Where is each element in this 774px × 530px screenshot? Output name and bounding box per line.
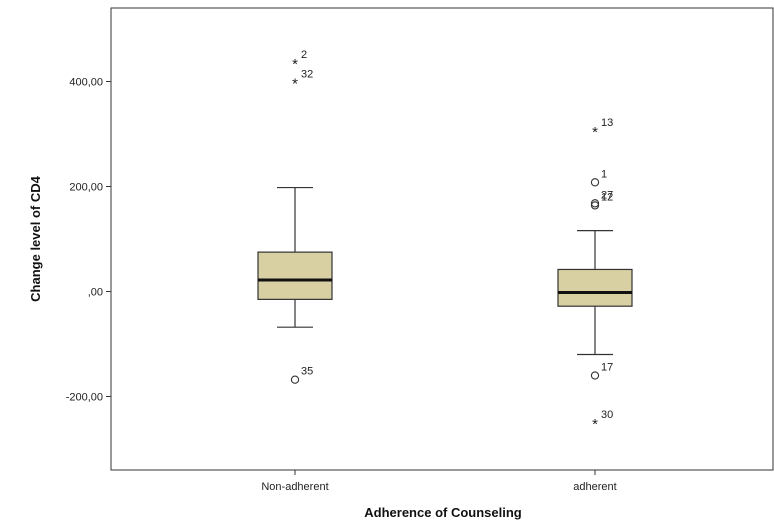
y-tick-label: 400,00 bbox=[69, 77, 103, 89]
y-tick-label: ,00 bbox=[88, 287, 103, 299]
iqr-box bbox=[257, 251, 333, 300]
outlier-marker bbox=[290, 375, 300, 384]
outlier-marker bbox=[590, 178, 600, 187]
y-tick-label: 200,00 bbox=[69, 182, 103, 194]
outlier-marker bbox=[590, 199, 600, 208]
x-axis-title: Adherence of Counseling bbox=[364, 505, 522, 520]
extreme-outlier-marker: * bbox=[292, 56, 298, 73]
outlier-label: 35 bbox=[301, 366, 313, 378]
plot-frame bbox=[110, 7, 774, 471]
outlier-label: 27 bbox=[601, 189, 613, 201]
y-tick-label: -200,00 bbox=[66, 392, 103, 404]
outlier-label: 12 bbox=[601, 191, 613, 203]
x-tick-label: Non-adherent bbox=[261, 481, 328, 493]
y-axis-title: Change level of CD4 bbox=[28, 175, 43, 301]
outlier-label: 1 bbox=[601, 168, 607, 180]
y-axis: 400,00 200,00 ,00 -200,00 bbox=[66, 77, 111, 404]
x-tick-label: adherent bbox=[573, 481, 616, 493]
outlier-marker bbox=[590, 371, 600, 380]
outlier-label: 30 bbox=[601, 409, 613, 421]
outlier-label: 13 bbox=[601, 117, 613, 129]
outlier-label: 17 bbox=[601, 362, 613, 374]
extreme-outlier-marker: * bbox=[592, 124, 598, 141]
x-axis: Non-adherent adherent bbox=[261, 470, 617, 493]
outlier-marker bbox=[590, 201, 600, 210]
extreme-outlier-marker: * bbox=[292, 76, 298, 93]
outlier-label: 2 bbox=[301, 49, 307, 61]
outlier-label: 32 bbox=[301, 69, 313, 81]
extreme-outlier-marker: * bbox=[592, 416, 598, 433]
iqr-box bbox=[557, 268, 633, 307]
